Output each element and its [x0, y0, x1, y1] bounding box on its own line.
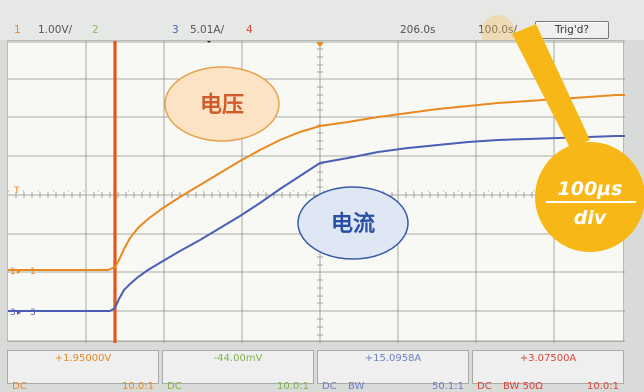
ch2-coupling: DC	[167, 381, 182, 392]
timebase-value: 100µs	[558, 178, 623, 200]
timebase-callout: 100µs div	[512, 24, 644, 252]
ch3-measurement-value: +15.0958A	[364, 353, 422, 364]
ch2-measurement[interactable]: -44.00mV DC 10.0:1	[162, 350, 314, 392]
ch3-measurement[interactable]: +15.0958A DC BW 50.1:1	[317, 350, 469, 392]
ch4-measurement-value: +3.07500A	[519, 353, 577, 364]
svg-text:3: 3	[10, 308, 16, 318]
ch2-probe: 10.0:1	[277, 381, 309, 392]
svg-text:1: 1	[10, 267, 16, 277]
current-trace	[8, 135, 625, 312]
ch3-extra: BW	[348, 381, 365, 392]
svg-text:▸: ▸	[17, 308, 21, 317]
ch3-marker[interactable]: 3 ▸ 3	[10, 308, 36, 318]
ch4-number[interactable]: 4	[246, 24, 253, 36]
ch1-coupling: DC	[12, 381, 27, 392]
voltage-label: 电压	[200, 93, 244, 118]
ch4-probe: 10.0:1	[587, 381, 619, 392]
time-position[interactable]: 206.0s	[400, 24, 436, 36]
ch3-scale[interactable]: 5.01A/	[190, 24, 225, 36]
current-bubble: 电流	[297, 186, 409, 260]
svg-text:3: 3	[30, 308, 36, 318]
ch3-probe: 50.1:1	[432, 381, 464, 392]
voltage-trace	[8, 94, 625, 271]
timebase-unit: div	[574, 207, 607, 229]
ch4-measurement[interactable]: +3.07500A DC BW 50Ω 10.0:1	[472, 350, 624, 392]
trigger-position-marker[interactable]	[205, 41, 213, 43]
time-scale[interactable]: 100.0s/	[478, 24, 518, 36]
measurement-panel: +1.95000V DC 10.0:1 -44.00mV DC 10.0:1 +…	[7, 350, 624, 392]
ch2-number[interactable]: 2	[92, 24, 99, 36]
voltage-bubble: 电压	[164, 66, 280, 142]
ch1-scale[interactable]: 1.00V/	[38, 24, 73, 36]
channel-status-bar: 1 1.00V/ 2 3 5.01A/ 4 206.0s 100.0s/ Tri…	[0, 0, 644, 40]
ch3-coupling: DC	[322, 381, 337, 392]
ch1-measurement-value: +1.95000V	[54, 353, 112, 364]
trigger-level-marker[interactable]: T	[13, 186, 20, 196]
waveform-display[interactable]: 1 ▸ 1 3 ▸ 3 T 电压 电流	[7, 40, 625, 343]
ch1-marker[interactable]: 1 ▸ 1	[10, 267, 36, 277]
time-reference-marker	[316, 42, 324, 47]
ch1-measurement[interactable]: +1.95000V DC 10.0:1	[7, 350, 159, 392]
waveform-grid: 1 ▸ 1 3 ▸ 3 T 电压 电流	[8, 41, 625, 343]
ch2-measurement-value: -44.00mV	[213, 353, 263, 364]
ch4-coupling: DC	[477, 381, 492, 392]
current-label: 电流	[331, 211, 375, 237]
ch1-probe: 10.0:1	[122, 381, 154, 392]
ch1-number[interactable]: 1	[14, 24, 21, 36]
ch4-extra: BW 50Ω	[503, 381, 543, 392]
svg-text:▸: ▸	[17, 267, 21, 276]
svg-text:1: 1	[30, 267, 36, 277]
ch3-number[interactable]: 3	[172, 24, 179, 36]
